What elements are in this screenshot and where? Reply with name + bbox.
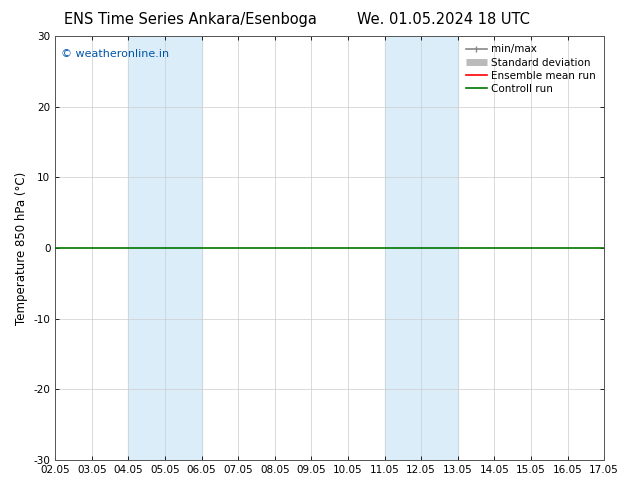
Text: © weatheronline.in: © weatheronline.in <box>61 49 169 59</box>
Text: We. 01.05.2024 18 UTC: We. 01.05.2024 18 UTC <box>358 12 530 27</box>
Y-axis label: Temperature 850 hPa (°C): Temperature 850 hPa (°C) <box>15 172 28 325</box>
Legend: min/max, Standard deviation, Ensemble mean run, Controll run: min/max, Standard deviation, Ensemble me… <box>463 41 599 97</box>
Bar <box>385 36 458 460</box>
Text: ENS Time Series Ankara/Esenboga: ENS Time Series Ankara/Esenboga <box>64 12 316 27</box>
Bar <box>129 36 202 460</box>
